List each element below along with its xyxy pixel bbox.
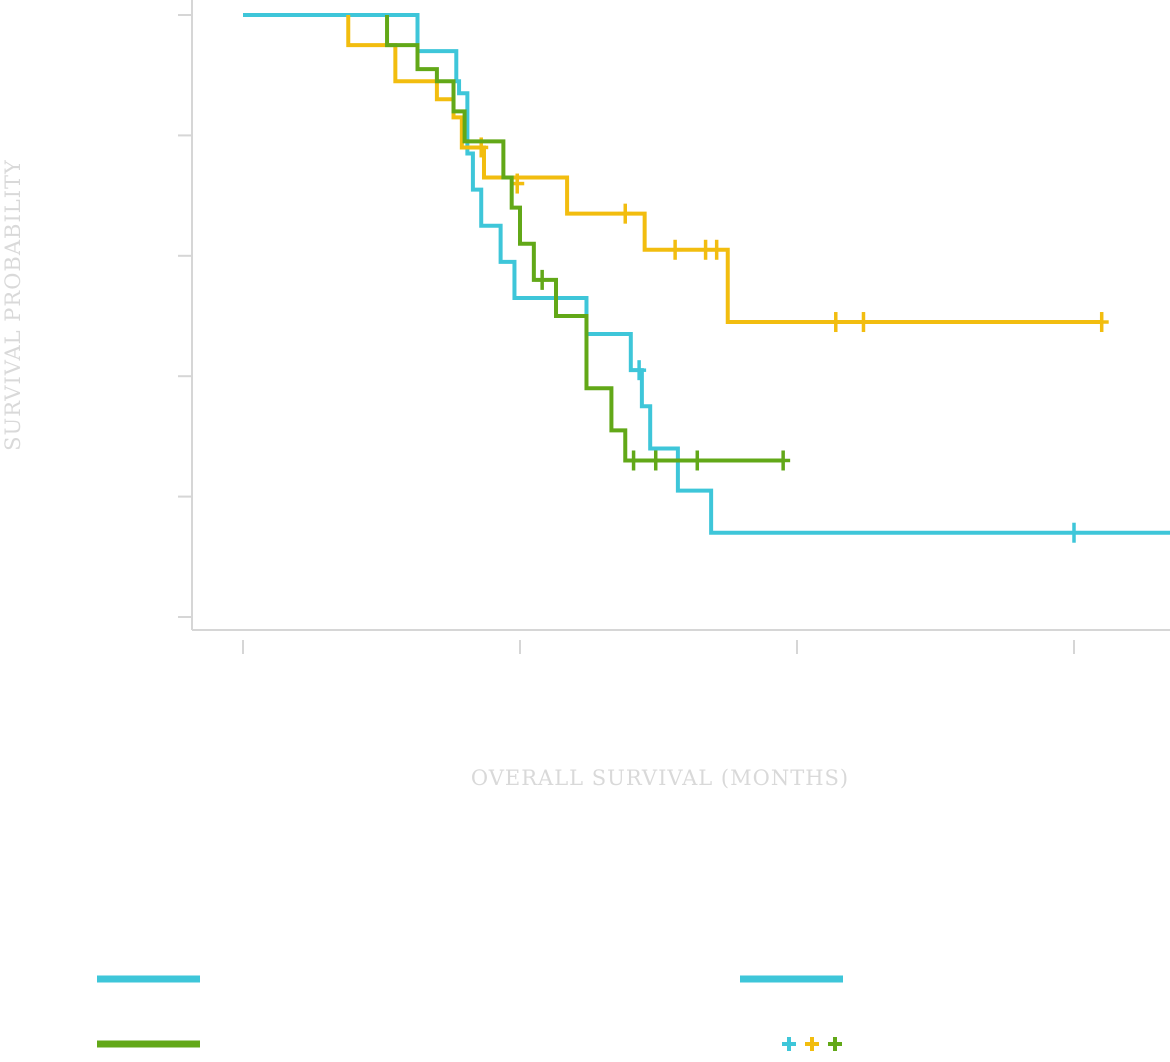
x-axis-title: OVERALL SURVIVAL (MONTHS) xyxy=(471,766,849,790)
series-line xyxy=(346,15,1102,325)
legend-censor-plus xyxy=(782,1037,796,1051)
series-1 xyxy=(243,13,1170,543)
y-axis-title: SURVIVAL PROBABILITY xyxy=(1,159,25,451)
axes xyxy=(178,0,1170,654)
y-ticks xyxy=(178,14,192,618)
series-line xyxy=(385,15,784,463)
series-2 xyxy=(346,15,1109,333)
legend-item-4 xyxy=(782,1037,842,1051)
series-3 xyxy=(385,15,791,471)
series-line xyxy=(243,13,1170,535)
legend-censor-plus xyxy=(828,1037,842,1051)
legend xyxy=(97,975,843,1051)
legend-censor-plus xyxy=(805,1037,819,1051)
x-ticks xyxy=(242,640,1075,654)
series-layer xyxy=(243,13,1170,543)
